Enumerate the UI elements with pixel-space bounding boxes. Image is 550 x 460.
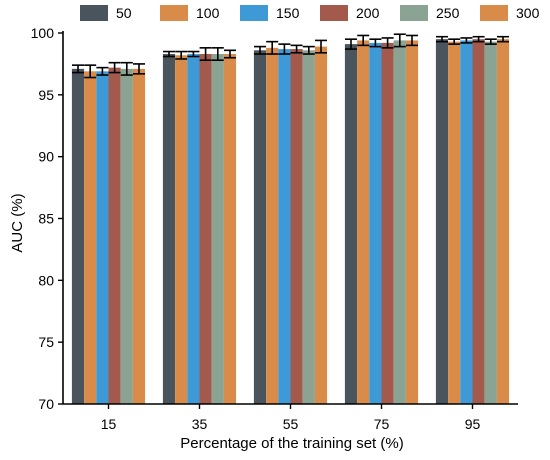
error-bar [448, 38, 461, 45]
y-tick-label: 80 [38, 272, 54, 288]
bar [496, 39, 510, 405]
error-bar [345, 38, 357, 50]
axes: 15 35 55 75 95 70 75 80 85 90 95 100 [31, 25, 518, 432]
bar [460, 40, 473, 405]
error-bar [175, 50, 188, 60]
legend-label: 150 [276, 5, 300, 21]
bar [357, 40, 370, 405]
bar [369, 42, 382, 404]
x-tick-label: 35 [192, 416, 208, 432]
error-bar [84, 64, 97, 79]
bar [290, 49, 303, 404]
legend-swatch [480, 5, 508, 21]
bar [132, 68, 146, 405]
y-tick-label: 95 [38, 87, 54, 103]
x-tick-label: 75 [374, 416, 390, 432]
x-tick-label: 95 [465, 416, 481, 432]
x-tick-label: 15 [101, 416, 117, 432]
error-bar [211, 47, 224, 62]
legend-label: 100 [196, 5, 220, 21]
bar [344, 44, 358, 404]
x-tick-label: 55 [283, 416, 299, 432]
error-bar [254, 45, 266, 55]
bar [162, 54, 176, 405]
error-bar [163, 50, 175, 58]
error-bar [472, 35, 485, 43]
bar [253, 50, 267, 405]
bar [175, 55, 188, 404]
error-bar [393, 33, 406, 48]
x-axis-title: Percentage of the training set (%) [180, 435, 403, 452]
legend-label: 50 [116, 5, 132, 21]
error-bar [72, 64, 84, 74]
error-bars [72, 33, 509, 79]
legend-swatch [80, 5, 108, 21]
error-bar [199, 47, 212, 62]
error-bar [302, 45, 315, 55]
error-bar [406, 34, 418, 47]
legend-label: 200 [356, 5, 380, 21]
bar [108, 67, 121, 404]
bar [211, 54, 224, 405]
bar [187, 54, 200, 405]
bar [381, 42, 394, 404]
error-bar [497, 35, 509, 43]
bar [266, 47, 279, 405]
bar [96, 71, 109, 404]
error-bar [108, 61, 121, 74]
bar [405, 40, 419, 405]
error-bar [315, 39, 327, 54]
legend-swatch [160, 5, 188, 21]
bars [71, 39, 510, 405]
bar [314, 46, 328, 404]
bar [278, 49, 291, 404]
error-bar [278, 43, 291, 55]
y-tick-label: 90 [38, 149, 54, 165]
bar [302, 50, 315, 405]
legend-label: 250 [436, 5, 460, 21]
bar [472, 39, 485, 405]
bar [435, 39, 449, 405]
y-tick-label: 100 [31, 25, 55, 41]
bar [71, 68, 85, 405]
error-bar [224, 49, 236, 59]
error-bar [133, 63, 145, 75]
error-bar [460, 37, 473, 44]
legend-swatch [240, 5, 268, 21]
y-tick-label: 70 [38, 396, 54, 412]
bar [484, 41, 497, 404]
error-bar [187, 50, 200, 58]
error-bar [266, 40, 279, 55]
legend-swatch [400, 5, 428, 21]
bar [199, 54, 212, 405]
error-bar [357, 34, 370, 47]
bar [393, 40, 406, 405]
bar [84, 71, 97, 404]
y-tick-label: 75 [38, 334, 54, 350]
error-bar [369, 38, 382, 48]
bar [448, 41, 461, 404]
y-axis-title: AUC (%) [9, 193, 26, 252]
error-bar [436, 35, 448, 43]
error-bar [381, 37, 394, 49]
error-bar [96, 66, 109, 76]
error-bar [120, 61, 133, 76]
bar [120, 68, 133, 405]
error-bar [290, 44, 303, 54]
bar [223, 54, 237, 405]
legend: 50 100 150 200 250 300 [80, 5, 540, 21]
legend-swatch [320, 5, 348, 21]
error-bar [484, 38, 497, 45]
y-tick-label: 85 [38, 211, 54, 227]
legend-label: 300 [516, 5, 540, 21]
